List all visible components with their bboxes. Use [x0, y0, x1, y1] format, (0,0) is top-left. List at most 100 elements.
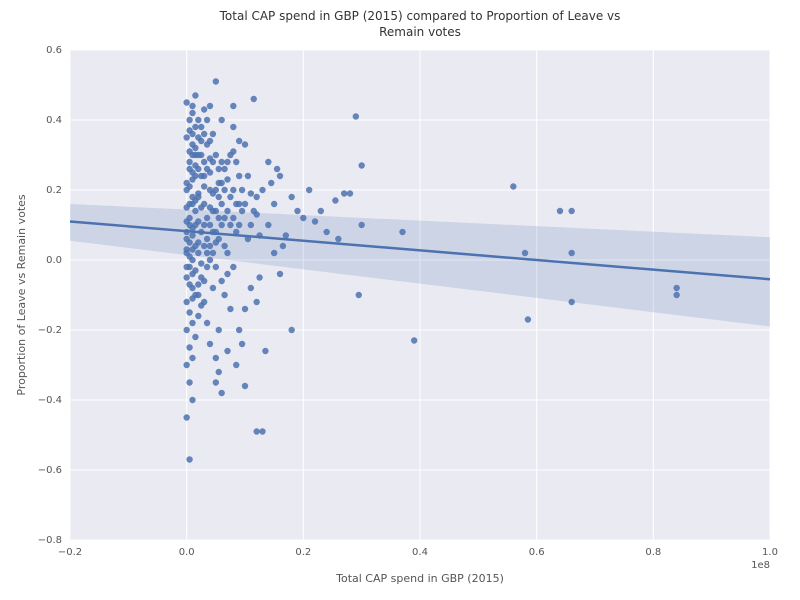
scatter-point	[259, 428, 265, 434]
scatter-point	[195, 166, 201, 172]
scatter-point	[216, 194, 222, 200]
scatter-regression-chart: −0.20.00.20.40.60.81.0−0.8−0.6−0.4−0.20.…	[0, 0, 800, 600]
scatter-point	[183, 246, 189, 252]
scatter-point	[262, 348, 268, 354]
scatter-point	[358, 162, 364, 168]
x-tick-label: −0.2	[58, 547, 82, 558]
scatter-point	[192, 267, 198, 273]
scatter-point	[224, 208, 230, 214]
scatter-point	[341, 190, 347, 196]
scatter-point	[673, 285, 679, 291]
scatter-point	[216, 215, 222, 221]
scatter-point	[510, 183, 516, 189]
scatter-point	[186, 281, 192, 287]
scatter-point	[399, 229, 405, 235]
scatter-point	[183, 362, 189, 368]
scatter-point	[192, 208, 198, 214]
x-tick-label: 0.8	[645, 547, 661, 558]
scatter-point	[192, 124, 198, 130]
scatter-point	[218, 117, 224, 123]
scatter-point	[288, 327, 294, 333]
scatter-point	[525, 316, 531, 322]
scatter-point	[335, 236, 341, 242]
scatter-point	[306, 187, 312, 193]
scatter-point	[192, 334, 198, 340]
scatter-point	[201, 173, 207, 179]
scatter-point	[224, 250, 230, 256]
scatter-point	[207, 243, 213, 249]
scatter-point	[186, 456, 192, 462]
scatter-point	[213, 208, 219, 214]
scatter-point	[230, 103, 236, 109]
scatter-point	[204, 320, 210, 326]
scatter-point	[189, 131, 195, 137]
y-tick-label: −0.8	[38, 535, 62, 546]
scatter-point	[216, 166, 222, 172]
scatter-point	[201, 222, 207, 228]
scatter-point	[213, 78, 219, 84]
x-axis-label: Total CAP spend in GBP (2015)	[335, 572, 504, 585]
scatter-point	[221, 166, 227, 172]
scatter-point	[277, 173, 283, 179]
scatter-point	[213, 152, 219, 158]
scatter-point	[186, 117, 192, 123]
scatter-point	[277, 271, 283, 277]
x-tick-label: 0.0	[179, 547, 195, 558]
scatter-point	[192, 292, 198, 298]
y-tick-label: −0.6	[38, 465, 62, 476]
scatter-point	[221, 292, 227, 298]
scatter-point	[216, 369, 222, 375]
scatter-point	[522, 250, 528, 256]
scatter-point	[248, 190, 254, 196]
scatter-point	[204, 264, 210, 270]
scatter-point	[239, 208, 245, 214]
scatter-point	[198, 152, 204, 158]
scatter-point	[195, 218, 201, 224]
scatter-point	[256, 274, 262, 280]
scatter-point	[265, 159, 271, 165]
scatter-point	[183, 274, 189, 280]
x-tick-label: 1.0	[762, 547, 778, 558]
scatter-point	[186, 309, 192, 315]
x-tick-label: 0.6	[529, 547, 545, 558]
scatter-point	[233, 362, 239, 368]
y-axis-label: Proportion of Leave vs Remain votes	[15, 194, 28, 396]
y-tick-label: −0.4	[38, 395, 62, 406]
scatter-point	[210, 250, 216, 256]
scatter-point	[236, 173, 242, 179]
scatter-point	[195, 117, 201, 123]
scatter-point	[268, 180, 274, 186]
scatter-point	[356, 292, 362, 298]
scatter-point	[183, 264, 189, 270]
scatter-point	[218, 390, 224, 396]
scatter-point	[195, 313, 201, 319]
scatter-point	[213, 187, 219, 193]
scatter-point	[207, 257, 213, 263]
scatter-point	[207, 138, 213, 144]
scatter-point	[259, 187, 265, 193]
x-tick-label: 0.2	[295, 547, 311, 558]
scatter-point	[557, 208, 563, 214]
y-tick-label: 0.6	[46, 45, 62, 56]
scatter-point	[198, 124, 204, 130]
scatter-point	[230, 148, 236, 154]
scatter-point	[251, 208, 257, 214]
scatter-point	[201, 183, 207, 189]
scatter-point	[227, 194, 233, 200]
scatter-point	[288, 194, 294, 200]
scatter-point	[230, 124, 236, 130]
scatter-point	[207, 222, 213, 228]
scatter-point	[224, 348, 230, 354]
scatter-point	[189, 152, 195, 158]
scatter-point	[271, 201, 277, 207]
scatter-point	[186, 183, 192, 189]
scatter-point	[218, 159, 224, 165]
scatter-point	[233, 159, 239, 165]
scatter-point	[201, 159, 207, 165]
scatter-point	[221, 215, 227, 221]
scatter-point	[201, 106, 207, 112]
scatter-point	[294, 208, 300, 214]
scatter-point	[230, 264, 236, 270]
scatter-point	[189, 232, 195, 238]
scatter-point	[242, 201, 248, 207]
